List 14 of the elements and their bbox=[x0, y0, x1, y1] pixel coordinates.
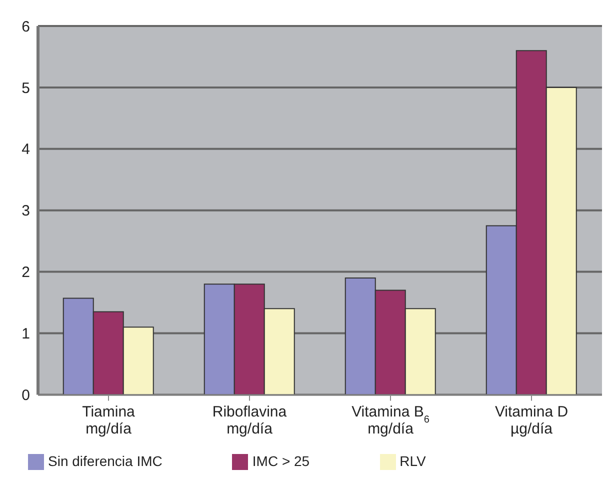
legend-label: IMC > 25 bbox=[252, 452, 310, 469]
x-tick-label: Tiamina mg/día bbox=[82, 404, 136, 438]
x-tick-label: Vitamina B$_{6}$ mg/día bbox=[352, 404, 430, 438]
legend-label: Sin diferencia IMC bbox=[48, 452, 162, 469]
y-tick-label: 2 bbox=[22, 264, 30, 282]
y-tick-label: 5 bbox=[22, 80, 30, 97]
y-tick-label: 6 bbox=[22, 18, 30, 36]
x-tick-label: Riboflavina mg/día bbox=[212, 404, 288, 438]
y-tick-label: 1 bbox=[22, 326, 30, 343]
y-tick-label: 0 bbox=[22, 387, 30, 404]
x-tick-label: Vitamina D µg/día bbox=[494, 404, 568, 438]
legend-label: RLV bbox=[400, 452, 426, 469]
y-tick-label: 4 bbox=[22, 141, 30, 158]
y-tick-label: 3 bbox=[22, 202, 30, 220]
